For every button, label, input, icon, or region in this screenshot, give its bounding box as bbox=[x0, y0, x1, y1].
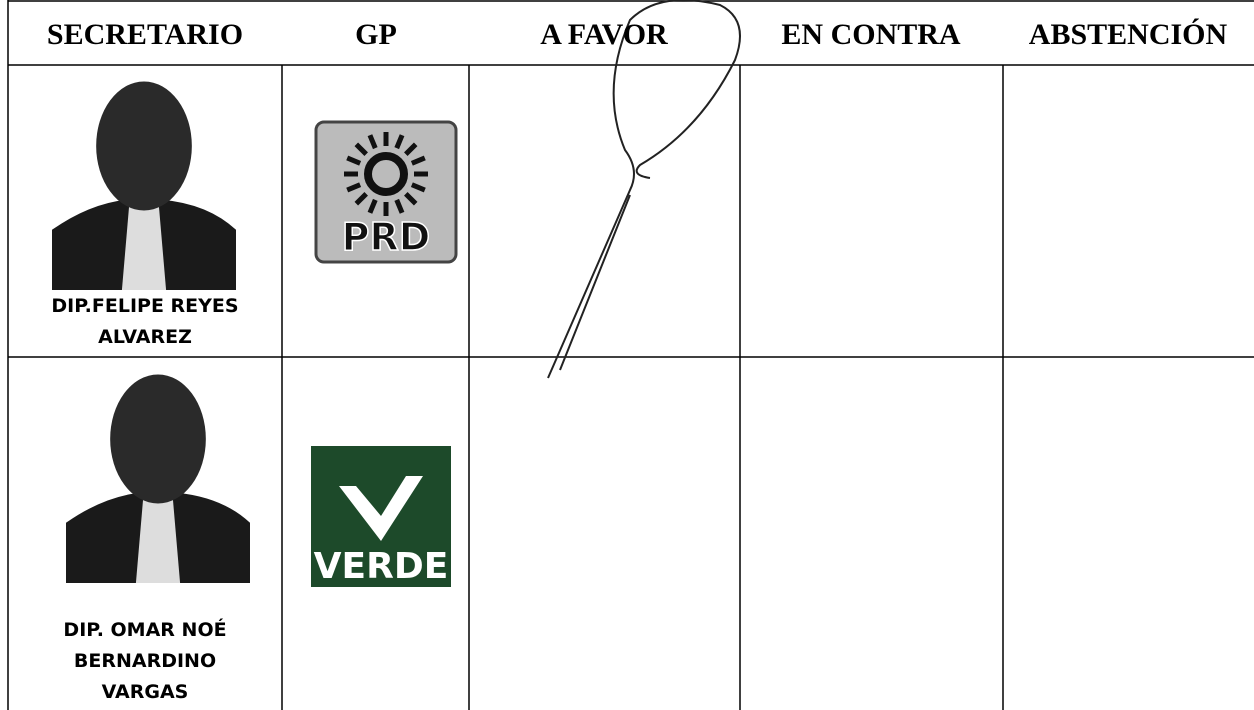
logo-ray bbox=[367, 134, 378, 150]
member-name: DIP.FELIPE REYES bbox=[51, 295, 238, 317]
logo-mark bbox=[339, 476, 423, 541]
logo-ray bbox=[394, 198, 405, 214]
logo-sun bbox=[364, 152, 408, 196]
photo-head bbox=[96, 81, 192, 211]
logo-ray bbox=[346, 182, 362, 193]
member-name: BERNARDINO bbox=[74, 650, 216, 672]
photo-shirt bbox=[121, 204, 167, 290]
column-header: A FAVOR bbox=[540, 18, 668, 51]
table-grid bbox=[7, 0, 1254, 710]
column-header: GP bbox=[355, 18, 397, 51]
member-name: VARGAS bbox=[102, 681, 189, 703]
signature bbox=[547, 0, 741, 379]
logo-ray bbox=[410, 182, 426, 193]
logo-ray bbox=[367, 198, 378, 214]
logo-ray bbox=[404, 192, 418, 206]
logo-text: VERDE bbox=[314, 546, 449, 587]
logo-text: PRD bbox=[342, 215, 431, 259]
logo-ray bbox=[354, 192, 368, 206]
logo-ray bbox=[346, 155, 362, 166]
table-content: SECRETARIO GP A FAVOR EN CONTRA ABSTENCIÓN DI… bbox=[47, 18, 1228, 703]
column-header: EN CONTRA bbox=[781, 18, 961, 51]
member-name: ALVAREZ bbox=[98, 326, 192, 348]
member-name: DIP. OMAR NOÉ bbox=[63, 618, 226, 641]
logo-ray bbox=[410, 155, 426, 166]
photo-head bbox=[110, 374, 206, 504]
logo-ray bbox=[394, 134, 405, 150]
column-header: SECRETARIO bbox=[47, 18, 243, 51]
logo-ray bbox=[354, 142, 368, 156]
photo-shirt bbox=[135, 497, 181, 583]
logo-ray bbox=[404, 142, 418, 156]
column-header: ABSTENCIÓN bbox=[1029, 18, 1228, 51]
